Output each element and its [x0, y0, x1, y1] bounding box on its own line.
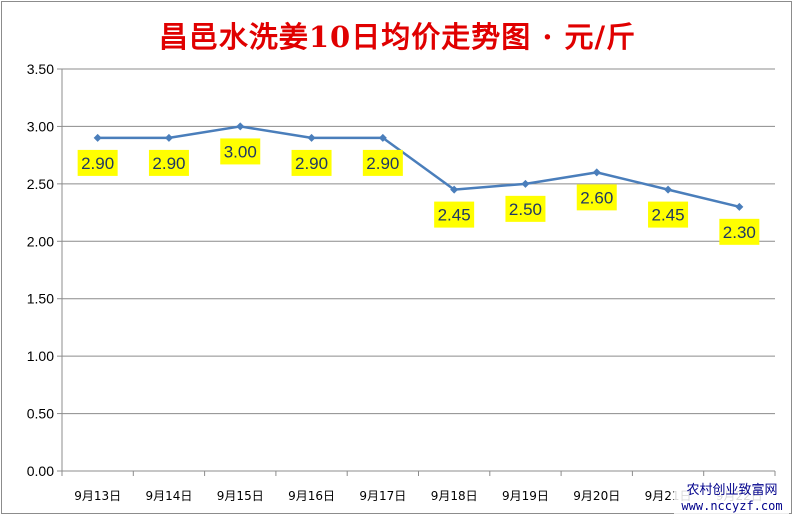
x-tick-label: 9月16日 — [288, 489, 335, 503]
data-label: 2.30 — [723, 223, 756, 242]
data-label: 2.50 — [509, 200, 542, 219]
x-tick-label: 9月13日 — [74, 489, 121, 503]
y-tick-label: 2.50 — [27, 176, 54, 192]
data-point — [664, 185, 673, 194]
data-label: 2.90 — [366, 154, 399, 173]
chart-title: 昌邑水洗姜10日均价走势图 · 元/斤 — [158, 20, 637, 54]
data-label-bg — [291, 149, 332, 176]
data-point — [521, 179, 530, 188]
gridlines — [62, 68, 775, 472]
data-point — [236, 122, 245, 131]
data-point — [450, 185, 459, 194]
y-tick-label: 0.50 — [27, 406, 54, 422]
data-label: 2.45 — [652, 206, 685, 225]
data-label: 3.00 — [224, 142, 257, 161]
y-tick-label: 0.00 — [27, 463, 54, 479]
data-label-bg — [434, 201, 475, 228]
axes — [57, 68, 776, 476]
data-labels: 2.90 2.90 3.00 2.90 2.90 2.45 2.50 2.60 2.45 2.30 — [77, 138, 760, 245]
x-tick-label: 9月18日 — [431, 489, 478, 503]
price-series — [93, 122, 744, 211]
y-tick-label: 1.00 — [27, 348, 54, 364]
data-label-bg — [648, 201, 689, 228]
data-point — [307, 133, 316, 142]
watermark-line1: 农村创业致富网 — [686, 482, 777, 498]
data-point — [735, 202, 744, 211]
watermark-line2: www.nccyzf.com — [681, 499, 782, 513]
x-tick-label: 9月17日 — [359, 489, 406, 503]
data-label-bg — [362, 149, 403, 176]
watermark: 农村创业致富网 www.nccyzf.com — [674, 478, 789, 514]
data-point — [378, 133, 387, 142]
data-label-bg — [505, 195, 546, 222]
data-label-bg — [719, 218, 760, 245]
y-tick-label: 2.00 — [27, 233, 54, 249]
x-tick-label: 9月14日 — [145, 489, 192, 503]
y-tick-label: 3.50 — [27, 61, 54, 77]
y-tick-label: 1.50 — [27, 291, 54, 307]
data-label-bg — [220, 138, 261, 165]
data-label: 2.90 — [152, 154, 185, 173]
series-line — [97, 125, 740, 209]
x-tick-label: 9月20日 — [573, 489, 620, 503]
data-point — [93, 133, 102, 142]
x-tick-label: 9月15日 — [217, 489, 264, 503]
data-point — [592, 168, 601, 177]
data-label-bg — [77, 149, 118, 176]
x-tick-label: 9月19日 — [502, 489, 549, 503]
data-point — [164, 133, 173, 142]
data-label-bg — [148, 149, 189, 176]
data-label: 2.90 — [81, 154, 114, 173]
y-tick-label: 3.00 — [27, 118, 54, 134]
data-label: 2.90 — [295, 154, 328, 173]
data-label: 2.60 — [580, 188, 613, 207]
data-label-bg — [576, 184, 617, 211]
data-label: 2.45 — [438, 206, 471, 225]
x-axis-ticks: 9月13日 9月14日 9月15日 9月16日 9月17日 9月18日 9月19日 9月20日… — [74, 489, 763, 503]
y-axis-ticks: 0.00 0.50 1.00 1.50 2.00 2.50 3.00 3.50 — [27, 61, 54, 479]
